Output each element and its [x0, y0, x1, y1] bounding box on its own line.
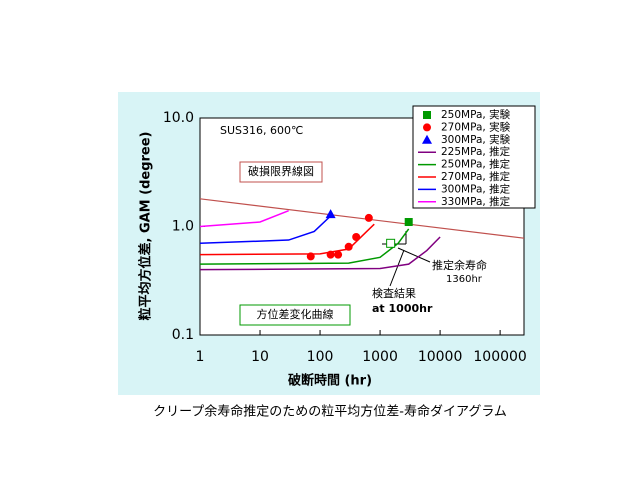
- annotation-arrow: [389, 249, 405, 287]
- series-line: [199, 236, 441, 271]
- series-line: [199, 209, 289, 228]
- legend: [412, 105, 536, 209]
- chart-title: クリープ余寿命推定のための粒平均方位差-寿命ダイアグラム: [153, 404, 507, 420]
- legend-label: 330MPa, 推定: [441, 195, 511, 208]
- series-line: [199, 215, 332, 245]
- material-label: SUS316, 600℃: [220, 124, 303, 137]
- marker: [364, 213, 373, 222]
- legend-label: 250MPa, 実験: [441, 108, 511, 121]
- legend-label: 225MPa, 推定: [441, 145, 511, 158]
- y-tick-label: 0.1: [172, 327, 194, 343]
- marker: [334, 250, 343, 259]
- label-box: [239, 304, 351, 326]
- marker: [422, 134, 432, 144]
- estimate-value: 1360hr: [446, 274, 483, 285]
- series-line: [199, 228, 410, 265]
- legend-label: 270MPa, 推定: [441, 170, 511, 183]
- annotation-arrow: [397, 247, 431, 263]
- label-box: [239, 161, 323, 183]
- y-axis-label: 粒平均方位差, GAM (degree): [138, 131, 154, 320]
- marker: [325, 209, 336, 219]
- inspection-time: at 1000hr: [372, 302, 433, 315]
- estimate-label: 推定余寿命: [432, 258, 487, 272]
- marker: [423, 111, 431, 119]
- series-line: [199, 223, 375, 256]
- limit-label: 破損限界線図: [248, 164, 314, 178]
- x-tick-label: 1: [196, 349, 205, 365]
- y-tick-label: 1.0: [172, 219, 194, 235]
- x-tick-label: 1000: [362, 349, 398, 365]
- legend-label: 250MPa, 推定: [441, 158, 511, 171]
- x-tick-label: 10000: [418, 349, 463, 365]
- x-tick-label: 100: [307, 349, 334, 365]
- estimate-point: [386, 238, 396, 248]
- x-axis-label: 破断時間 (hr): [288, 373, 372, 389]
- marker: [404, 218, 413, 227]
- marker: [423, 123, 431, 132]
- curve-label: 方位差変化曲線: [257, 307, 334, 321]
- limit-line: [199, 198, 525, 239]
- x-tick-label: 10: [251, 349, 269, 365]
- inspection-label: 検査結果: [372, 286, 416, 300]
- legend-label: 300MPa, 実験: [441, 133, 511, 146]
- y-tick-label: 10.0: [163, 110, 194, 126]
- legend-label: 270MPa, 実験: [441, 120, 511, 133]
- x-tick-label: 100000: [473, 349, 526, 365]
- legend-label: 300MPa, 推定: [441, 182, 511, 195]
